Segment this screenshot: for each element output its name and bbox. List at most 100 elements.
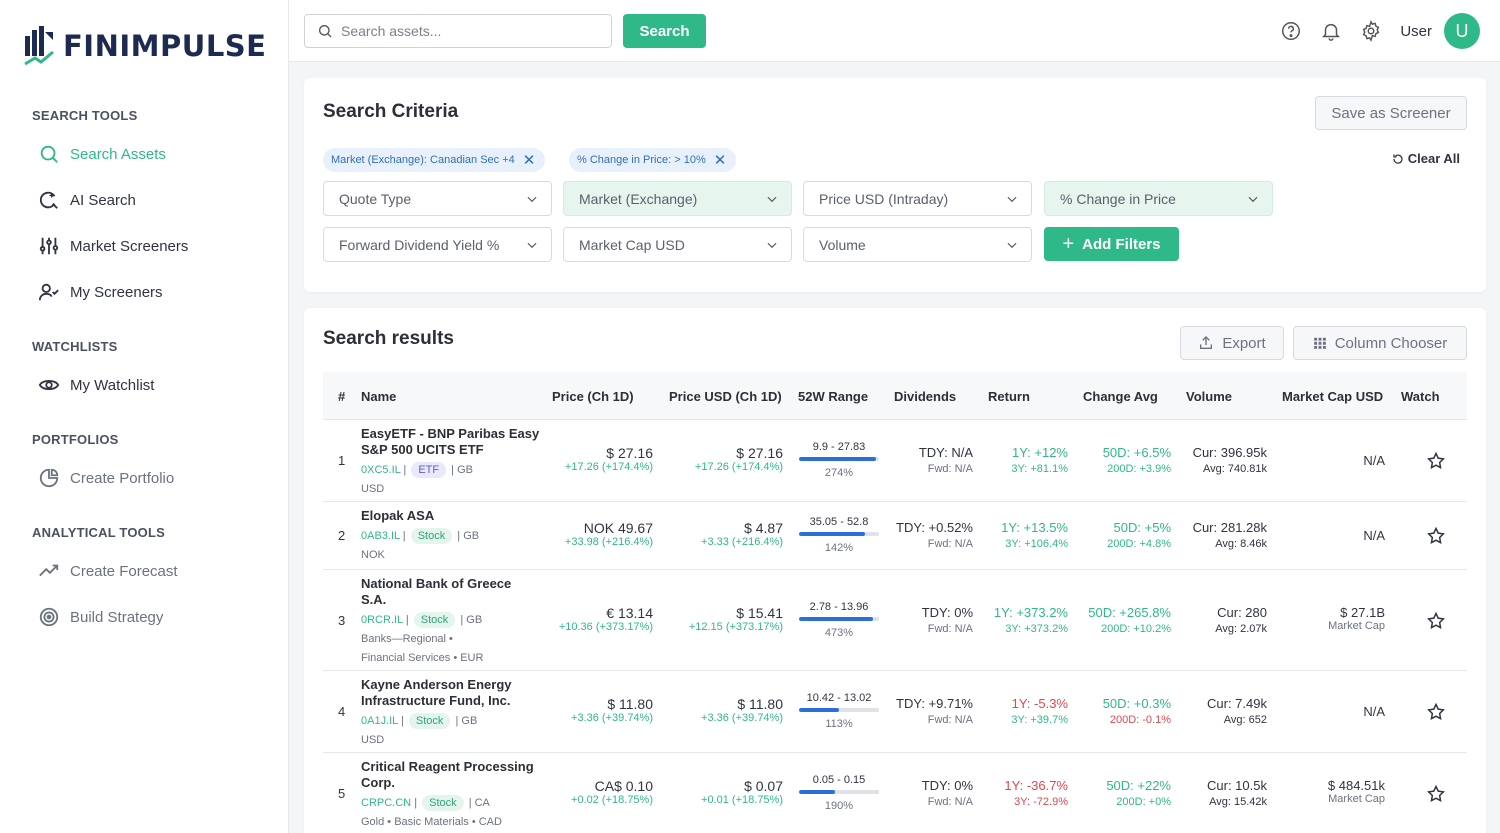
asset-name[interactable]: Elopak ASA: [361, 508, 551, 524]
col-range[interactable]: 52W Range: [798, 389, 869, 404]
dropdown-label: Price USD (Intraday): [819, 190, 949, 207]
search-icon: [40, 145, 58, 163]
eye-icon: [38, 379, 60, 391]
volume-average: Avg: 2.07k: [1215, 622, 1267, 635]
dropdown-market-cap[interactable]: Market Cap USD: [563, 227, 792, 262]
col-name[interactable]: Name: [361, 389, 397, 404]
volume-current: Cur: 280: [1217, 604, 1267, 620]
watch-star[interactable]: [1426, 611, 1446, 636]
ticker-link[interactable]: 0XC5.IL: [361, 464, 401, 476]
asset-name[interactable]: Kayne Anderson Energy Infrastructure Fun…: [361, 677, 551, 709]
dropdown-price-usd[interactable]: Price USD (Intraday): [803, 181, 1032, 216]
dropdown-change-in-price[interactable]: % Change in Price: [1044, 181, 1273, 216]
change-50d: 50D: +265.8%: [1088, 604, 1171, 620]
dropdown-forward-dividend[interactable]: Forward Dividend Yield %: [323, 227, 552, 262]
range-percent: 473%: [824, 626, 854, 639]
col-watch[interactable]: Watch: [1401, 389, 1440, 404]
asset-extra1: USD: [361, 734, 385, 746]
chip-value: Canadian Sec +4: [430, 154, 515, 166]
avatar[interactable]: U: [1444, 13, 1480, 49]
col-change-avg[interactable]: Change Avg: [1083, 389, 1158, 404]
dropdown-market-exchange[interactable]: Market (Exchange): [563, 181, 792, 216]
asset-name-line1: EasyETF - BNP Paribas Easy: [361, 426, 540, 441]
col-index[interactable]: #: [338, 389, 346, 404]
watch-star[interactable]: [1426, 526, 1446, 551]
asset-name-line1: National Bank of Greece: [361, 576, 512, 591]
export-button[interactable]: Export: [1180, 326, 1284, 360]
meta-separator: |: [414, 797, 418, 809]
div-fwd: Fwd: N/A: [927, 796, 973, 808]
watch-star[interactable]: [1426, 784, 1446, 809]
volume-current: Cur: 396.95k: [1192, 445, 1267, 460]
asset-name[interactable]: EasyETF - BNP Paribas Easy S&P 500 UCITS…: [361, 426, 551, 458]
brand-logo[interactable]: FINIMPULSE: [23, 24, 267, 68]
sidebar-item-search-assets[interactable]: Search Assets: [38, 143, 166, 165]
sidebar-item-my-watchlist[interactable]: My Watchlist: [38, 374, 154, 396]
market-cap-value: N/A: [1363, 528, 1385, 543]
gear-icon[interactable]: [1360, 20, 1382, 42]
sidebar-item-create-forecast[interactable]: Create Forecast: [38, 560, 178, 582]
close-icon[interactable]: ✕: [713, 152, 727, 169]
col-volume[interactable]: Volume: [1186, 389, 1232, 404]
add-filters-button[interactable]: + Add Filters: [1044, 227, 1179, 261]
dropdown-label: Quote Type: [339, 190, 412, 207]
watch-star[interactable]: [1426, 451, 1446, 476]
asset-meta: 0XC5.IL | ETF | GB: [361, 462, 473, 478]
sidebar-item-market-screeners[interactable]: Market Screeners: [38, 235, 188, 257]
table-row[interactable]: 2 Elopak ASA 0AB3.IL | Stock | GB NOK NO…: [323, 502, 1467, 570]
col-dividends[interactable]: Dividends: [894, 389, 957, 404]
clear-all-button[interactable]: Clear All: [1392, 151, 1460, 166]
asset-meta: 0AB3.IL | Stock | GB: [361, 528, 479, 544]
column-chooser-button[interactable]: Column Chooser: [1293, 326, 1467, 360]
ticker-link[interactable]: CRPC.CN: [361, 797, 412, 809]
dropdown-label: % Change in Price: [1060, 190, 1176, 207]
table-row[interactable]: 3 National Bank of Greece S.A. 0RCR.IL |…: [323, 570, 1467, 671]
table-row[interactable]: 1 EasyETF - BNP Paribas Easy S&P 500 UCI…: [323, 420, 1467, 502]
return-1y: 1Y: +12%: [1011, 445, 1068, 460]
range-bar: [799, 708, 879, 712]
dropdown-volume[interactable]: Volume: [803, 227, 1032, 262]
price-cell: € 13.14 +10.36 (+373.17%): [523, 605, 653, 633]
dropdown-quote-type[interactable]: Quote Type: [323, 181, 552, 216]
sidebar-item-build-strategy[interactable]: Build Strategy: [38, 606, 163, 628]
return-cell: 1Y: -5.3% 3Y: +39.7%: [968, 696, 1068, 726]
ticker-link[interactable]: 0A1J.IL: [361, 715, 398, 727]
ticker-link[interactable]: 0RCR.IL: [361, 614, 403, 626]
table-row[interactable]: 5 Critical Reagent Processing Corp. CRPC…: [323, 753, 1467, 833]
chip-value: > 10%: [674, 154, 706, 166]
user-check-icon: [38, 283, 59, 301]
asset-name[interactable]: Critical Reagent Processing Corp.: [361, 759, 551, 791]
meta-separator: |: [403, 464, 407, 476]
sidebar-item-my-screeners[interactable]: My Screeners: [38, 281, 163, 303]
chevron-down-icon: [1248, 196, 1258, 202]
return-3y: 3Y: +39.7%: [1011, 714, 1068, 726]
sidebar-item-create-portfolio[interactable]: Create Portfolio: [38, 467, 174, 489]
ticker-link[interactable]: 0AB3.IL: [361, 530, 400, 542]
price-value: $ 11.80: [607, 696, 653, 712]
asset-name[interactable]: National Bank of Greece S.A.: [361, 576, 551, 608]
change-avg-cell: 50D: +265.8% 200D: +10.2%: [1071, 605, 1171, 635]
search-button[interactable]: Search: [623, 14, 706, 48]
watch-star[interactable]: [1426, 702, 1446, 727]
col-price[interactable]: Price (Ch 1D): [552, 389, 634, 404]
range-values: 0.05 - 0.15: [812, 774, 866, 786]
col-return[interactable]: Return: [988, 389, 1030, 404]
close-icon[interactable]: ✕: [522, 152, 536, 169]
save-as-screener-button[interactable]: Save as Screener: [1315, 96, 1467, 130]
bell-icon[interactable]: [1320, 20, 1342, 42]
search-input[interactable]: [341, 23, 591, 39]
topbar: Search User U: [289, 0, 1500, 62]
price-usd-value: $ 11.80: [737, 696, 783, 712]
table-row[interactable]: 4 Kayne Anderson Energy Infrastructure F…: [323, 671, 1467, 753]
dropdown-label: Market Cap USD: [579, 236, 685, 253]
sidebar-item-ai-search[interactable]: AI Search: [38, 189, 136, 211]
help-icon[interactable]: [1280, 20, 1302, 42]
sidebar-item-label: Build Strategy: [70, 608, 164, 626]
star-icon: [1427, 611, 1445, 629]
col-market-cap[interactable]: Market Cap USD: [1282, 389, 1384, 404]
asset-meta: 0A1J.IL | Stock | GB: [361, 713, 477, 729]
user-label[interactable]: User: [1400, 22, 1432, 40]
col-price-usd[interactable]: Price USD (Ch 1D): [669, 389, 782, 404]
asset-name-line2: S&P 500 UCITS ETF: [361, 442, 484, 457]
range-fill: [799, 616, 874, 621]
